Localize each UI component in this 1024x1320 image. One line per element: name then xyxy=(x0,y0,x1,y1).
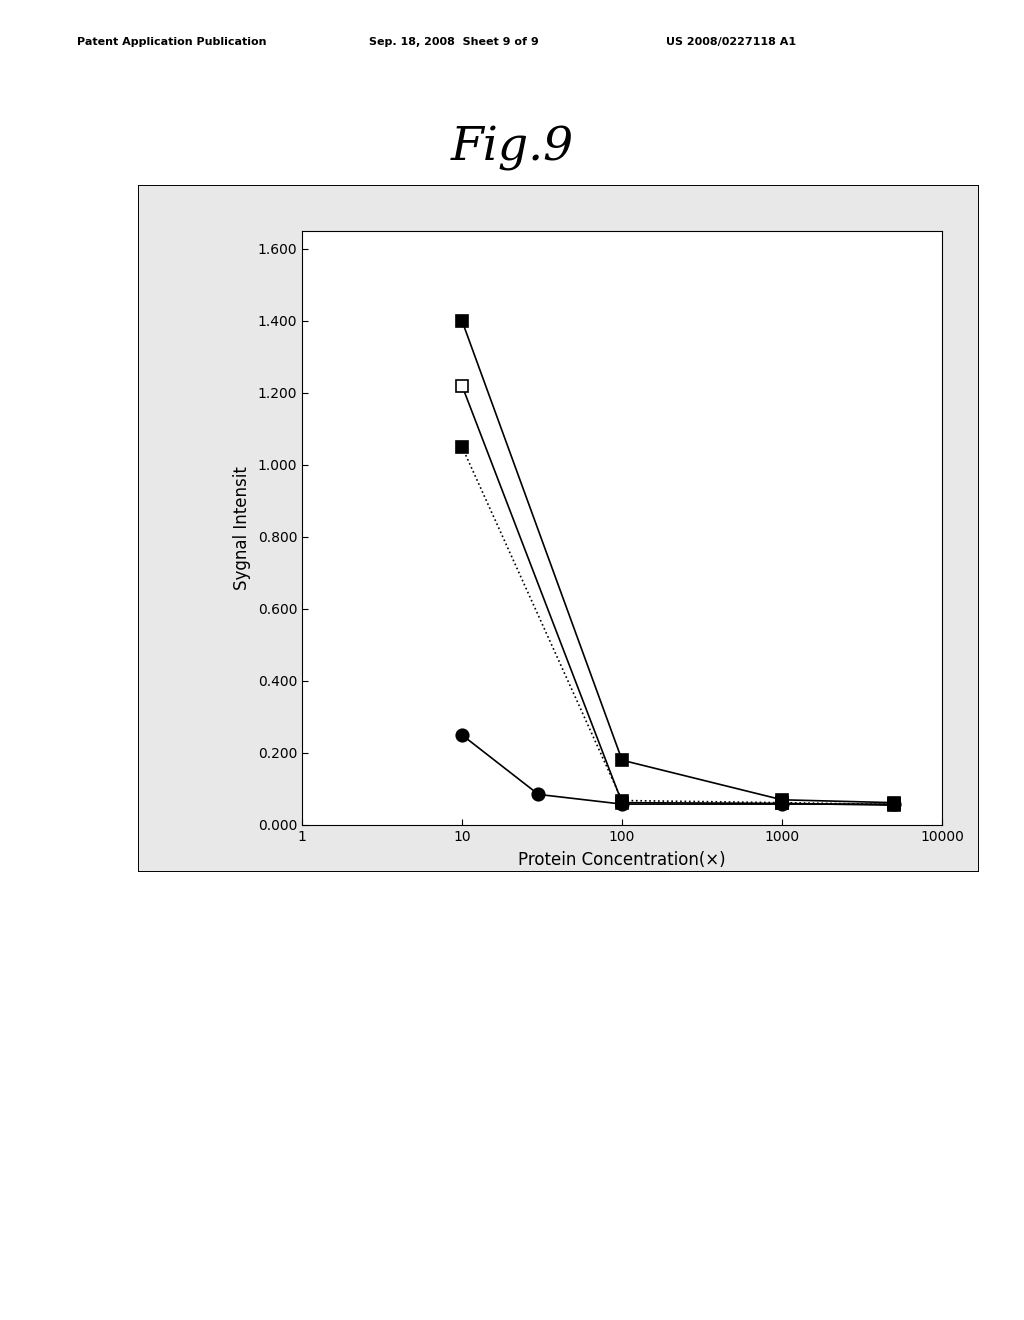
Y-axis label: Sygnal Intensit: Sygnal Intensit xyxy=(232,466,251,590)
Text: Sep. 18, 2008  Sheet 9 of 9: Sep. 18, 2008 Sheet 9 of 9 xyxy=(369,37,539,48)
Text: Patent Application Publication: Patent Application Publication xyxy=(77,37,266,48)
Text: Fig.9: Fig.9 xyxy=(451,125,573,170)
X-axis label: Protein Concentration(×): Protein Concentration(×) xyxy=(518,851,726,869)
Text: US 2008/0227118 A1: US 2008/0227118 A1 xyxy=(666,37,796,48)
